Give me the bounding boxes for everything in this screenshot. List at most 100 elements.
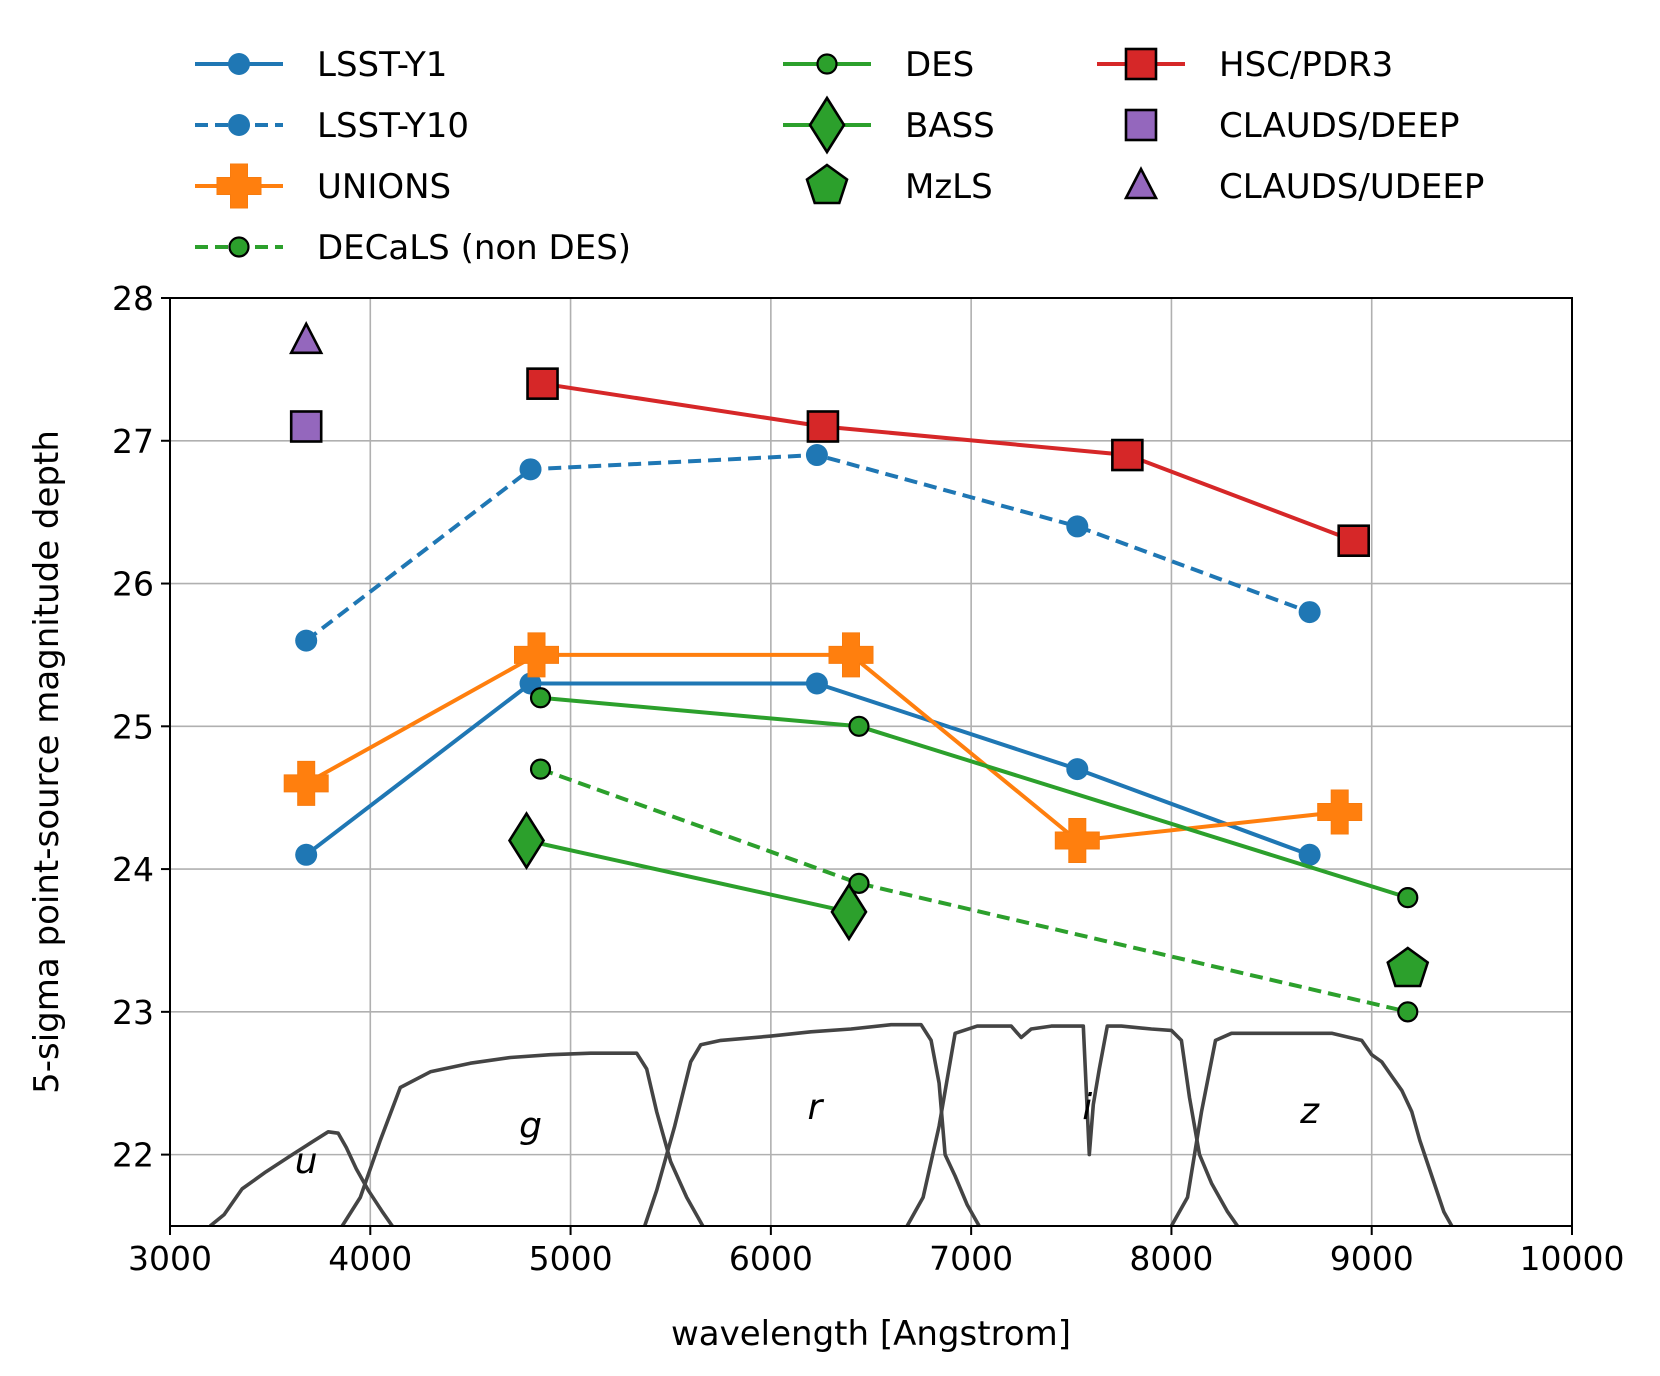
x-axis-label: wavelength [Angstrom] — [671, 1314, 1071, 1354]
data-point-lsst-y1 — [805, 672, 828, 695]
y-tick-label: 23 — [112, 993, 154, 1032]
legend-marker — [808, 95, 846, 155]
data-point-clauds-udeep — [289, 321, 324, 355]
legend-marker — [1124, 108, 1158, 142]
legend-item-clauds-deep: CLAUDS/DEEP — [1124, 106, 1459, 146]
series-mzls — [1386, 946, 1430, 988]
legend-label: MzLS — [905, 167, 993, 207]
data-point-hsc-pdr3 — [526, 367, 559, 400]
x-tick-label: 10000 — [1520, 1239, 1625, 1278]
y-tick-label: 27 — [112, 422, 154, 461]
plot-frame — [169, 297, 1573, 1227]
data-point-lsst-y1 — [295, 843, 318, 866]
series-hsc-pdr3 — [526, 367, 1370, 558]
filter-curve-g — [340, 1051, 705, 1226]
data-point-hsc-pdr3 — [1337, 524, 1370, 558]
data-point-lsst-y10 — [805, 444, 828, 467]
data-point-des — [1397, 887, 1419, 909]
legend-marker — [228, 114, 250, 136]
y-axis-label: 5-sigma point-source magnitude depth — [27, 430, 67, 1094]
y-tick-label: 22 — [112, 1136, 154, 1175]
series-line-decals-non-des — [539, 767, 1409, 1014]
data-point-lsst-y10 — [1298, 601, 1321, 624]
data-point-bass — [830, 882, 868, 942]
x-axis: 3000 4000 5000 6000 7000 8000 9000 10000 — [128, 1226, 1624, 1278]
legend-label: CLAUDS/UDEEP — [1219, 167, 1484, 207]
legend: LSST-Y1 LSST-Y10 UNIONS DECaLS (non DES) DES… — [195, 45, 1484, 268]
x-tick-label: 5000 — [529, 1239, 613, 1278]
x-tick-label: 3000 — [128, 1239, 212, 1278]
y-tick-label: 24 — [112, 850, 154, 889]
band-label-g: g — [519, 1105, 542, 1146]
legend-marker — [228, 236, 250, 258]
legend-marker — [216, 163, 262, 209]
x-tick-label: 6000 — [729, 1239, 813, 1278]
legend-label: DECaLS (non DES) — [317, 228, 631, 268]
legend-item-hsc-pdr3: HSC/PDR3 — [1097, 45, 1393, 85]
legend-label: LSST-Y10 — [317, 106, 469, 146]
data-point-hsc-pdr3 — [1111, 438, 1144, 472]
legend-item-des: DES — [783, 45, 974, 85]
data-series — [283, 321, 1430, 1023]
filter-curves — [208, 1022, 1454, 1226]
series-lsst-y1 — [295, 672, 1321, 866]
series-bass — [507, 811, 868, 942]
legend-item-decals-non-des: DECaLS (non DES) — [195, 228, 631, 268]
series-clauds-udeep — [289, 321, 324, 355]
data-point-lsst-y10 — [519, 458, 542, 481]
legend-label: DES — [905, 45, 974, 85]
data-point-lsst-y1 — [1066, 758, 1089, 781]
legend-item-lsst-y1: LSST-Y1 — [195, 45, 447, 85]
data-point-unions — [283, 760, 329, 806]
filter-curve-u — [208, 1130, 394, 1226]
data-point-unions — [828, 632, 874, 678]
legend-label: BASS — [905, 106, 995, 146]
legend-item-unions: UNIONS — [195, 163, 451, 209]
data-point-lsst-y10 — [295, 629, 318, 652]
data-point-decals-non-des — [529, 758, 552, 780]
y-tick-label: 28 — [112, 279, 154, 318]
legend-label: LSST-Y1 — [317, 45, 447, 85]
data-point-unions — [1317, 789, 1363, 835]
data-point-des — [529, 687, 552, 709]
y-tick-label: 25 — [112, 707, 154, 746]
data-point-hsc-pdr3 — [806, 410, 840, 443]
data-point-mzls — [1386, 946, 1430, 988]
series-line-hsc-pdr3 — [542, 381, 1355, 543]
x-tick-label: 8000 — [1129, 1239, 1213, 1278]
legend-label: HSC/PDR3 — [1219, 45, 1393, 85]
x-tick-label: 9000 — [1330, 1239, 1414, 1278]
legend-label: CLAUDS/DEEP — [1219, 106, 1459, 146]
legend-item-mzls: MzLS — [805, 163, 993, 207]
data-point-bass — [507, 811, 546, 870]
filter-band-labels: u g r i z — [295, 1087, 1320, 1182]
legend-item-lsst-y10: LSST-Y10 — [195, 106, 469, 146]
data-point-decals-non-des — [1397, 1001, 1419, 1023]
series-unions — [283, 632, 1363, 863]
data-point-unions — [1054, 818, 1100, 863]
data-point-clauds-deep — [289, 410, 323, 443]
legend-marker — [816, 53, 838, 75]
data-point-lsst-y10 — [1066, 515, 1089, 538]
series-lsst-y10 — [295, 444, 1321, 652]
legend-item-clauds-udeep: CLAUDS/UDEEP — [1123, 166, 1484, 207]
band-label-z: z — [1299, 1091, 1320, 1132]
legend-marker — [228, 53, 250, 75]
legend-marker — [1124, 47, 1158, 81]
legend-marker — [1123, 166, 1159, 200]
series-clauds-deep — [289, 410, 323, 443]
legend-item-bass: BASS — [783, 95, 995, 155]
legend-label: UNIONS — [317, 167, 451, 207]
filter-curve-r — [642, 1022, 981, 1226]
band-label-r: r — [808, 1087, 825, 1128]
x-tick-label: 4000 — [328, 1239, 412, 1278]
filter-curve-i — [905, 1024, 1239, 1226]
data-point-lsst-y1 — [1298, 843, 1321, 866]
x-tick-label: 7000 — [929, 1239, 1013, 1278]
y-axis: 22 23 24 25 26 27 28 — [112, 279, 170, 1175]
data-point-des — [848, 715, 870, 737]
band-label-i: i — [1082, 1087, 1092, 1128]
legend-marker — [805, 163, 849, 205]
data-point-unions — [514, 632, 559, 678]
